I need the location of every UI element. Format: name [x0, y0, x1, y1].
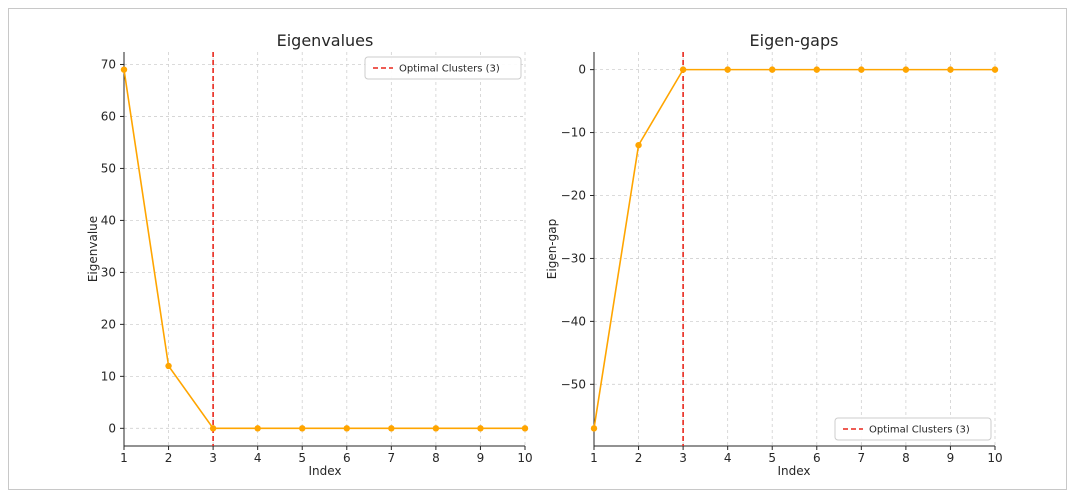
data-point: [813, 66, 820, 73]
legend-box: [834, 417, 992, 441]
eigenvalues-panel: Eigenvalues Index Eigenvalue 1 2 3 4 5 6 7 8 9 10…: [86, 31, 533, 478]
y-tick-label: 30: [101, 265, 116, 279]
y-tick-label: −40: [561, 314, 586, 328]
y-tick-label: 0: [108, 421, 116, 435]
data-point: [388, 425, 395, 432]
y-tick-label: −50: [561, 377, 586, 391]
x-tick-label: 8: [902, 451, 910, 465]
x-axis-label: Index: [777, 464, 810, 478]
x-tick-label: 7: [388, 451, 396, 465]
x-tick-label: 10: [987, 451, 1002, 465]
x-tick-label: 6: [813, 451, 821, 465]
x-tick-label: 4: [254, 451, 262, 465]
y-tick-label: 10: [101, 369, 116, 383]
y-tick-label: 50: [101, 161, 116, 175]
y-tick-label: 20: [101, 317, 116, 331]
x-tick-label: 8: [432, 451, 440, 465]
y-tick-label: 0: [578, 63, 586, 77]
data-point: [947, 66, 954, 73]
y-tick-label: 60: [101, 109, 116, 123]
x-tick-label: 9: [947, 451, 955, 465]
x-tick-label: 2: [635, 451, 643, 465]
data-point: [432, 425, 440, 432]
y-tick-label: −20: [561, 189, 586, 203]
x-tick-label: 1: [590, 451, 598, 465]
x-tick-label: 9: [477, 451, 485, 465]
chart-title: Eigen-gaps: [750, 31, 839, 50]
data-point: [991, 66, 999, 73]
y-tick-label: −10: [561, 126, 586, 140]
y-tick-label: 40: [101, 213, 116, 227]
legend-box: [364, 56, 522, 80]
x-tick-label: 3: [679, 451, 687, 465]
figure-frame: [8, 8, 1067, 490]
y-axis-label: Eigen-gap: [545, 219, 559, 279]
data-point: [635, 141, 642, 149]
data-point: [858, 66, 865, 73]
y-axis-label: Eigenvalue: [86, 216, 100, 282]
x-tick-label: 1: [120, 451, 128, 465]
data-point: [165, 362, 172, 370]
data-point: [590, 425, 598, 432]
x-tick-label: 5: [768, 451, 776, 465]
eigen-gaps-panel: Eigen-gaps Index Eigen-gap 1 2 3 4 5 6 7 8 9 10 0 −…: [545, 31, 1003, 478]
x-tick-label: 7: [858, 451, 866, 465]
legend-label: Optimal Clusters (3): [869, 425, 970, 436]
data-point: [769, 66, 776, 73]
data-point: [299, 425, 306, 432]
data-point: [724, 66, 731, 73]
x-tick-label: 2: [165, 451, 173, 465]
x-tick-label: 6: [343, 451, 351, 465]
data-point: [477, 425, 484, 432]
x-tick-label: 5: [298, 451, 306, 465]
x-axis-label: Index: [308, 464, 341, 478]
y-tick-label: −30: [561, 251, 586, 265]
legend-label: Optimal Clusters (3): [399, 64, 500, 75]
x-tick-label: 4: [724, 451, 732, 465]
x-tick-label: 3: [209, 451, 217, 465]
data-point: [902, 66, 910, 73]
data-point: [343, 425, 350, 432]
data-point: [521, 425, 529, 432]
data-point: [120, 66, 128, 73]
data-point: [254, 425, 261, 432]
data-point: [209, 425, 217, 432]
data-point: [679, 66, 687, 73]
x-tick-label: 10: [517, 451, 532, 465]
series-line: [593, 68, 995, 429]
y-tick-label: 70: [101, 57, 116, 71]
series-line: [123, 69, 525, 430]
chart-title: Eigenvalues: [277, 31, 374, 50]
